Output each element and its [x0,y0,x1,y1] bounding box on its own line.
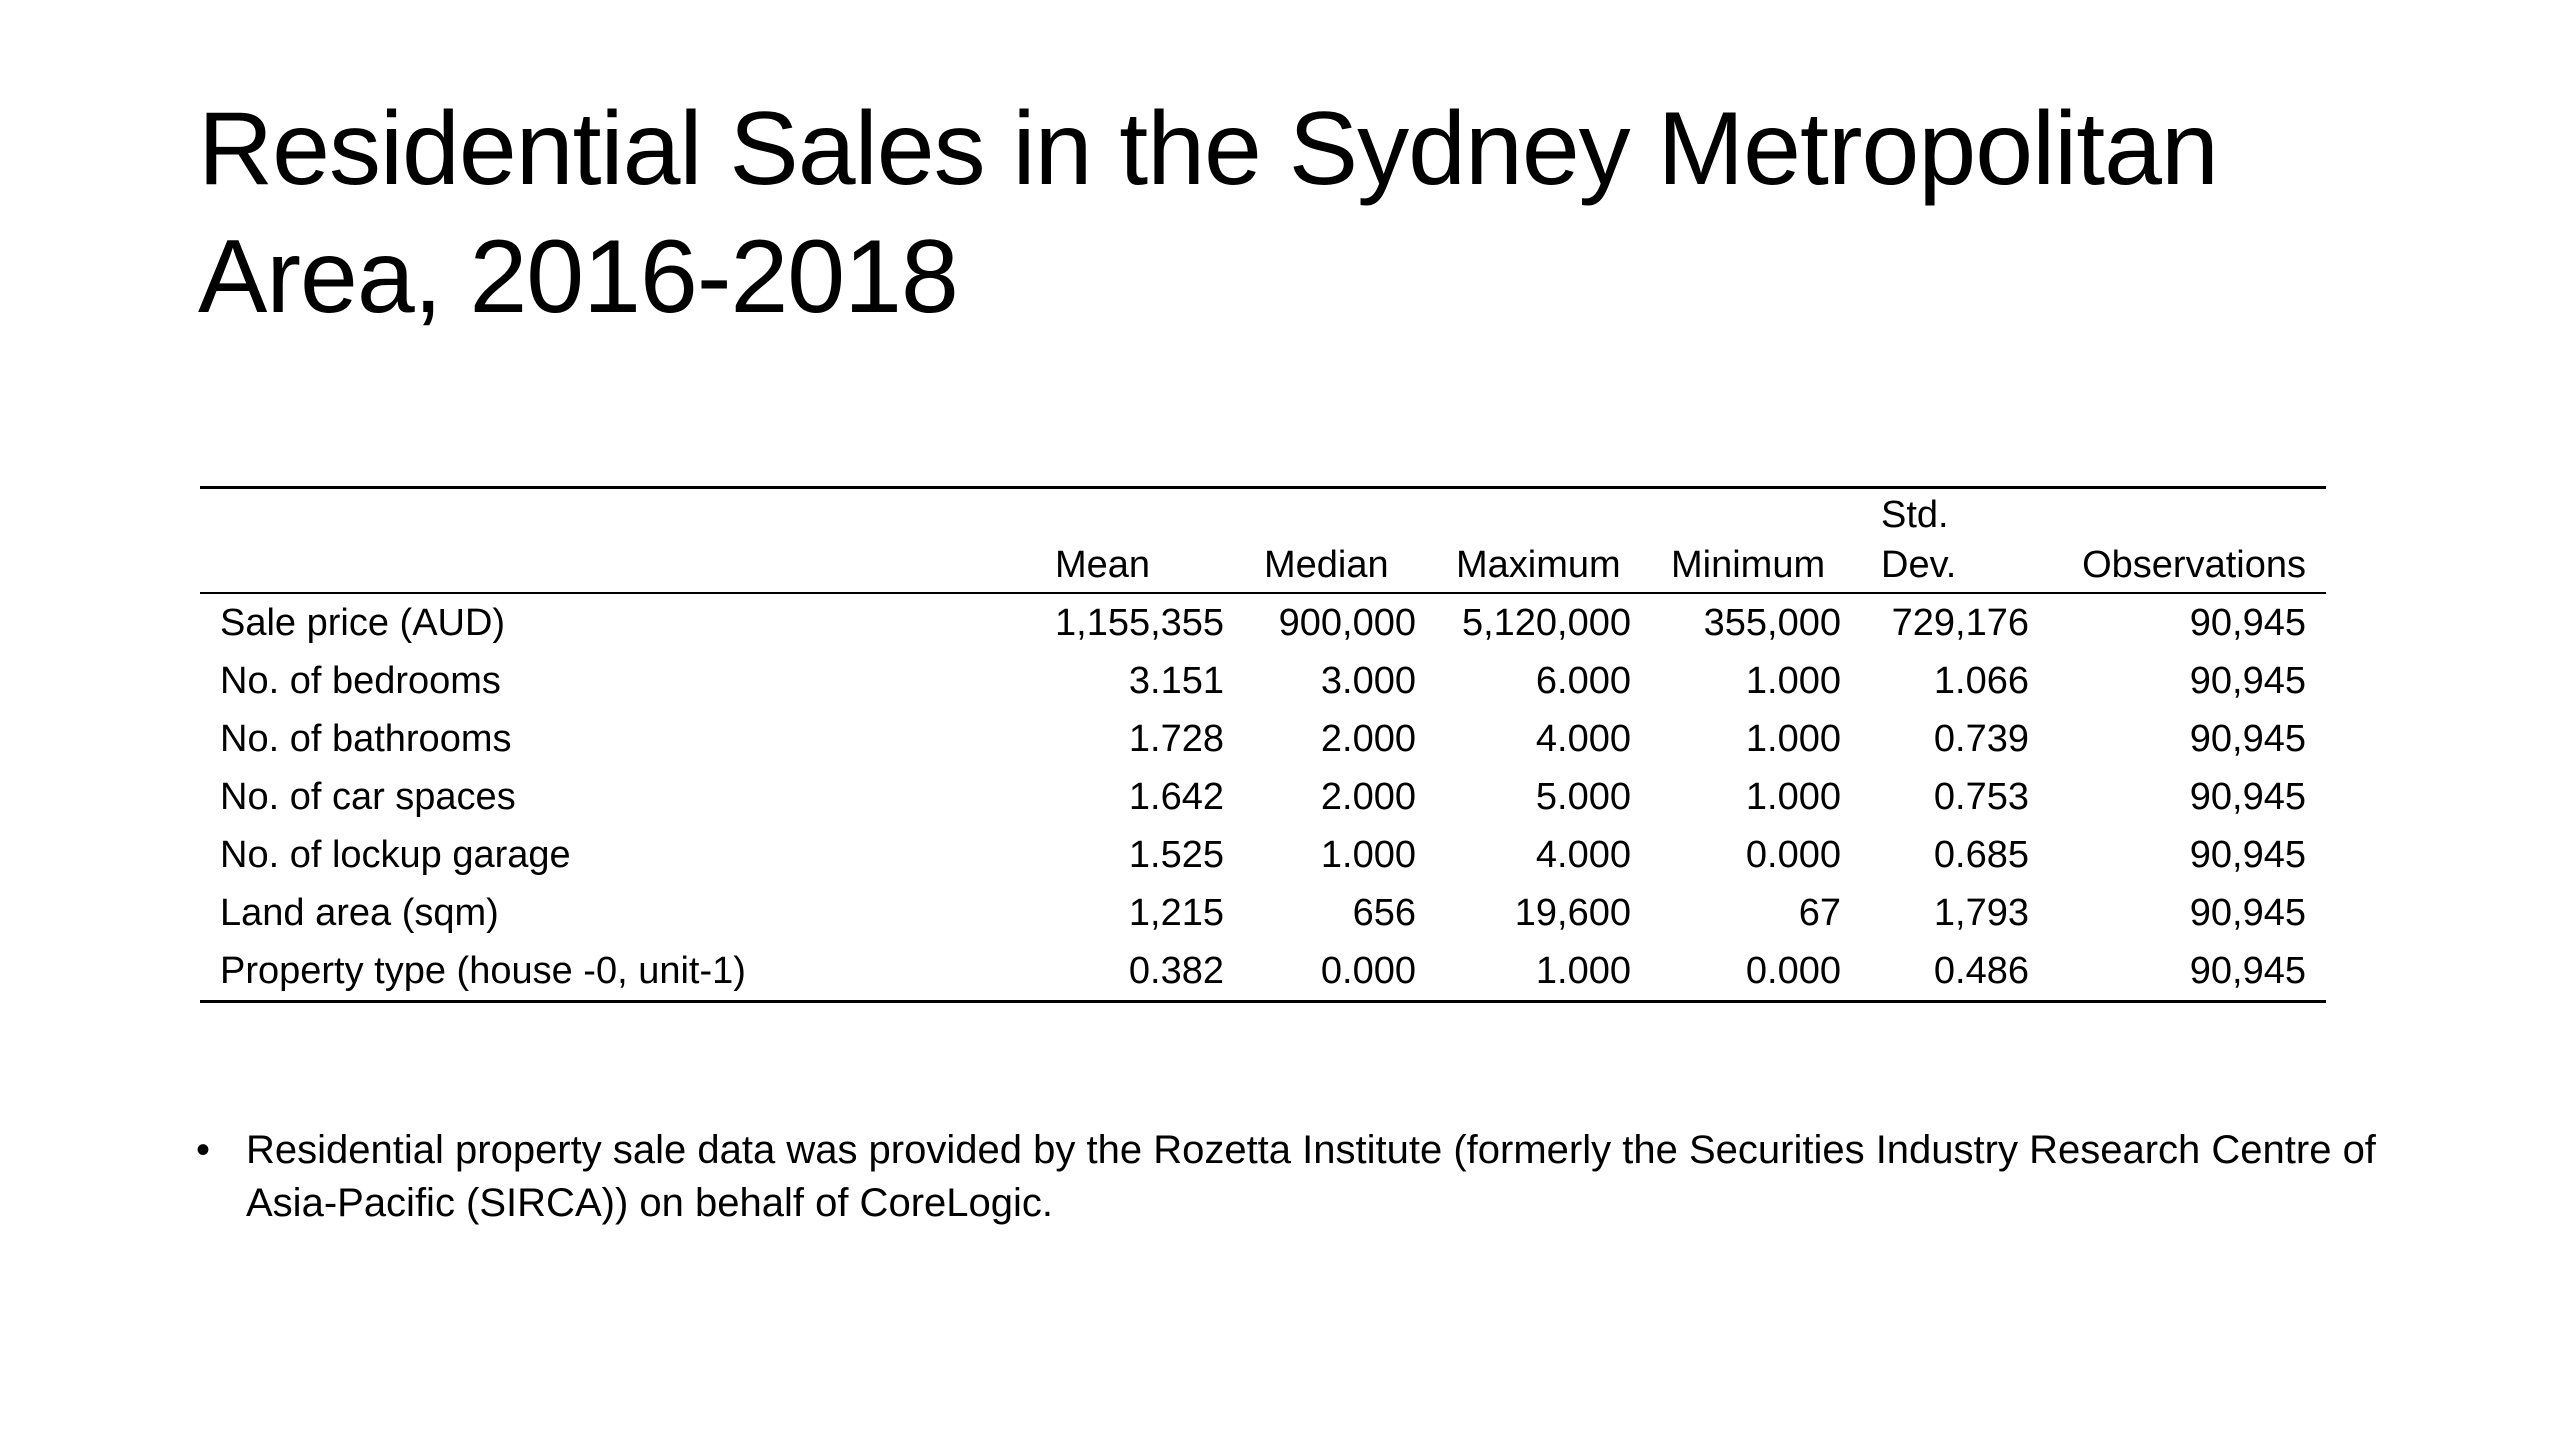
row-label: Property type (house -0, unit-1) [220,949,746,992]
cell-mean: 0.382 [1128,949,1224,992]
table-row: Property type (house -0, unit-1) 0.382 0… [200,942,2326,1002]
cell-maximum: 19,600 [1514,891,1631,934]
cell-maximum: 4.000 [1535,717,1631,760]
cell-median: 3.000 [1320,659,1416,702]
cell-maximum: 5.000 [1535,775,1631,818]
table-row: Land area (sqm) 1,215 656 19,600 67 1,79… [200,884,2326,942]
cell-median: 1.000 [1320,833,1416,876]
cell-minimum: 355,000 [1703,601,1841,644]
cell-minimum: 1.000 [1745,775,1841,818]
cell-mean: 1,215 [1128,891,1224,934]
cell-std-dev: 1,793 [1933,891,2029,934]
column-header-minimum: Minimum [1671,544,1826,586]
cell-median: 0.000 [1320,949,1416,992]
table-row: Sale price (AUD) 1,155,355 900,000 5,120… [200,593,2326,652]
cell-observations: 90,945 [2189,833,2306,876]
column-header-observations: Observations [2082,544,2306,586]
cell-observations: 90,945 [2189,601,2306,644]
cell-observations: 90,945 [2189,717,2306,760]
column-header-maximum: Maximum [1456,544,1621,586]
cell-maximum: 4.000 [1535,833,1631,876]
cell-observations: 90,945 [2189,949,2306,992]
cell-std-dev: 0.685 [1933,833,2029,876]
table-row: No. of car spaces 1.642 2.000 5.000 1.00… [200,768,2326,826]
row-label: Sale price (AUD) [220,601,506,644]
row-label: No. of bathrooms [220,717,512,760]
cell-mean: 1,155,355 [1055,601,1225,644]
table-row: No. of bedrooms 3.151 3.000 6.000 1.000 … [200,652,2326,710]
column-header-median: Median [1264,544,1389,586]
cell-minimum: 67 [1798,891,1841,934]
row-label: Land area (sqm) [220,891,499,934]
row-label: No. of lockup garage [220,833,571,876]
slide-title: Residential Sales in the Sydney Metropol… [198,91,2219,335]
cell-maximum: 5,120,000 [1461,601,1631,644]
cell-mean: 3.151 [1128,659,1224,702]
cell-median: 900,000 [1278,601,1416,644]
cell-maximum: 1.000 [1535,949,1631,992]
table-header-row: Mean Median Maximum Minimum Std. Dev. Ob… [200,487,2326,594]
note-item: • Residential property sale data was pro… [196,1124,2376,1230]
cell-observations: 90,945 [2189,775,2306,818]
cell-mean: 1.642 [1128,775,1224,818]
cell-observations: 90,945 [2189,891,2306,934]
cell-mean: 1.728 [1128,717,1224,760]
cell-std-dev: 0.486 [1933,949,2029,992]
cell-minimum: 0.000 [1745,833,1841,876]
cell-std-dev: 729,176 [1891,601,2029,644]
column-header-label [200,488,1035,594]
cell-mean: 1.525 [1128,833,1224,876]
cell-minimum: 0.000 [1745,949,1841,992]
cell-minimum: 1.000 [1745,717,1841,760]
cell-std-dev: 0.739 [1933,717,2029,760]
cell-median: 2.000 [1320,775,1416,818]
cell-maximum: 6.000 [1535,659,1631,702]
column-header-std-dev: Std. Dev. [1881,494,1957,586]
table-row: No. of lockup garage 1.525 1.000 4.000 0… [200,826,2326,884]
bullet-icon: • [196,1128,211,1172]
notes-list: • Residential property sale data was pro… [196,1124,2376,1230]
note-text: Residential property sale data was provi… [246,1128,2376,1225]
row-label: No. of car spaces [220,775,516,818]
cell-std-dev: 1.066 [1933,659,2029,702]
cell-minimum: 1.000 [1745,659,1841,702]
cell-std-dev: 0.753 [1933,775,2029,818]
cell-median: 656 [1352,891,1416,934]
column-header-mean: Mean [1055,544,1151,586]
table-row: No. of bathrooms 1.728 2.000 4.000 1.000… [200,710,2326,768]
summary-statistics-table: Mean Median Maximum Minimum Std. Dev. Ob… [200,486,2326,1003]
cell-observations: 90,945 [2189,659,2306,702]
row-label: No. of bedrooms [220,659,501,702]
cell-median: 2.000 [1320,717,1416,760]
